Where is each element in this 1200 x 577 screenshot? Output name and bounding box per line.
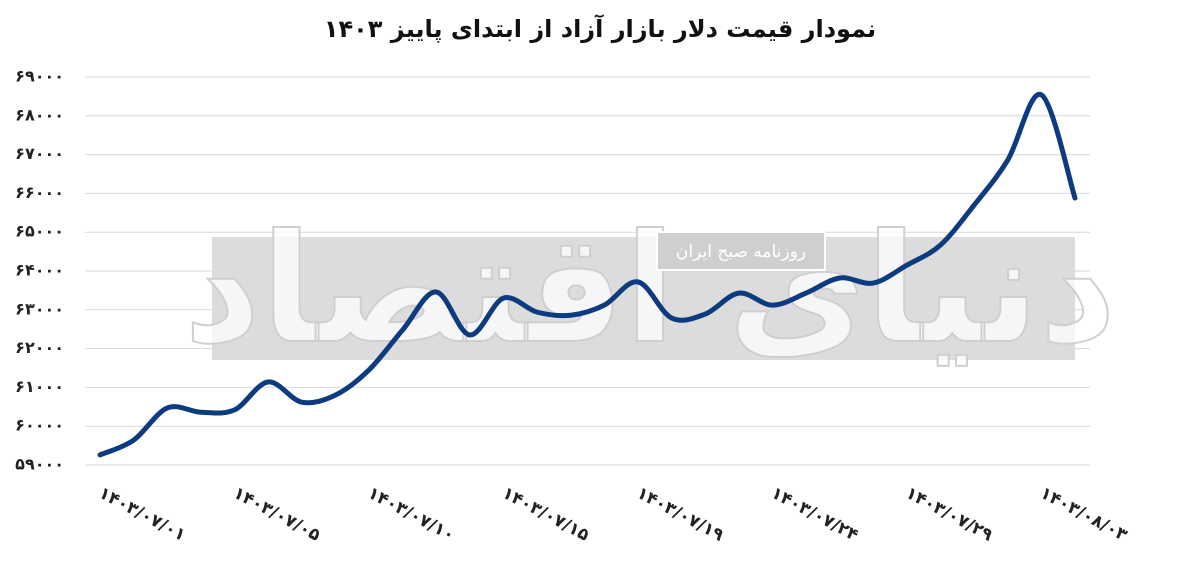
chart-title: نمودار قیمت دلار بازار آزاد از ابتدای پا… xyxy=(324,14,876,43)
line xyxy=(97,92,1078,458)
x-tick-label: ۱۴۰۳/۰۷/۱۹ xyxy=(633,483,727,546)
x-tick-label: ۱۴۰۳/۰۷/۱۰ xyxy=(364,483,458,545)
y-tick-label: ۶۶۰۰۰ xyxy=(15,183,64,202)
x-tick-label: ۱۴۰۳/۰۸/۰۳ xyxy=(1037,483,1131,546)
y-tick-label: ۶۷۰۰۰ xyxy=(15,144,64,163)
y-tick-label: ۶۰۰۰۰ xyxy=(15,416,64,435)
x-tick-label: ۱۴۰۳/۰۷/۱۵ xyxy=(499,483,593,545)
y-tick-label: ۶۵۰۰۰ xyxy=(15,222,64,241)
x-tick-label: ۱۴۰۳/۰۷/۲۴ xyxy=(768,483,862,545)
y-tick-label: ۶۲۰۰۰ xyxy=(15,338,64,357)
y-tick-label: ۶۴۰۰۰ xyxy=(15,261,64,280)
y-tick-label: ۶۱۰۰۰ xyxy=(15,377,64,396)
x-tick-label: ۱۴۰۳/۰۷/۰۵ xyxy=(230,483,324,545)
x-tick-label: ۱۴۰۳/۰۷/۲۹ xyxy=(902,483,996,546)
y-tick-label: ۶۹۰۰۰ xyxy=(15,67,64,86)
watermark-subtitle: روزنامه صبح ایران xyxy=(676,242,806,262)
y-tick-label: ۵۹۰۰۰ xyxy=(15,455,64,474)
x-tick-label: ۱۴۰۳/۰۷/۰۱ xyxy=(95,483,189,545)
watermark-badge xyxy=(656,231,826,271)
watermark-band xyxy=(212,237,1075,360)
y-tick-label: ۶۸۰۰۰ xyxy=(15,105,64,124)
y-tick-label: ۶۳۰۰۰ xyxy=(15,299,64,318)
